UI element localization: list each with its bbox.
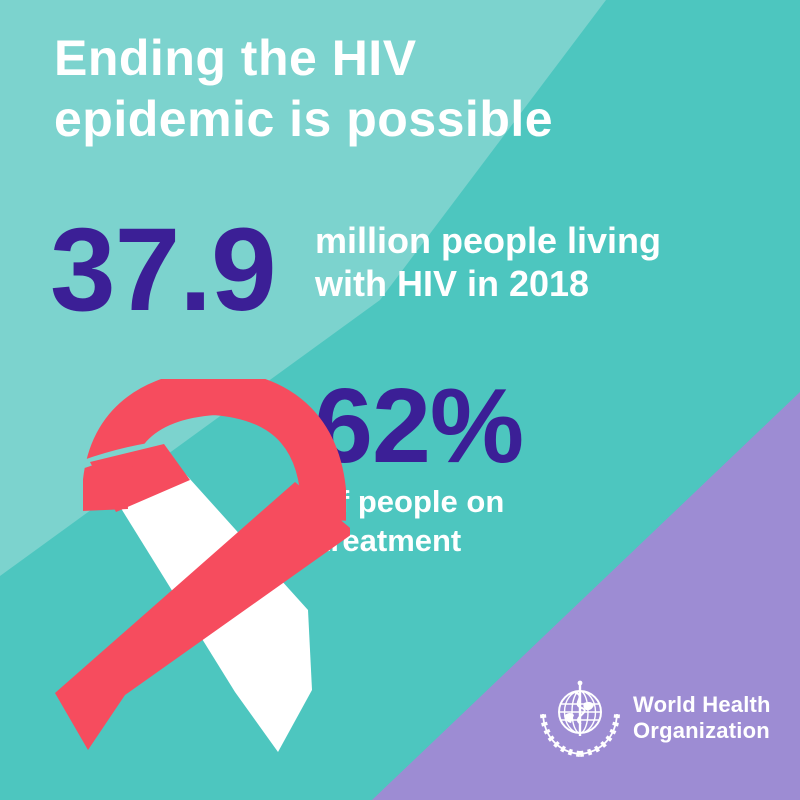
title-line-2: epidemic is possible (54, 91, 554, 147)
stat-people-living-value: 37.9 (50, 204, 277, 336)
stat-people-living-label: million people living with HIV in 2018 (315, 219, 661, 305)
stat-treatment-value: 62% (314, 367, 524, 485)
who-logo: World Health Organization (536, 674, 771, 762)
who-wordmark-line2: Organization (633, 718, 770, 743)
who-wordmark-line1: World Health (633, 692, 771, 717)
ribbon-red-band (55, 482, 350, 750)
hiv-awareness-ribbon-icon (55, 368, 350, 752)
stat-people-living-label-line2: with HIV in 2018 (315, 263, 590, 304)
ribbon-loop-arc (81, 368, 348, 521)
who-wordmark: World Health Organization (633, 692, 771, 744)
page-title: Ending the HIV epidemic is possible (54, 28, 553, 150)
stat-treatment-label: of people on treatment (320, 482, 504, 560)
stat-people-living-label-line1: million people living (315, 220, 662, 261)
who-emblem-icon (540, 680, 620, 757)
stat-treatment-label-line1: of people on (320, 484, 505, 519)
title-line-1: Ending the HIV (54, 30, 417, 86)
